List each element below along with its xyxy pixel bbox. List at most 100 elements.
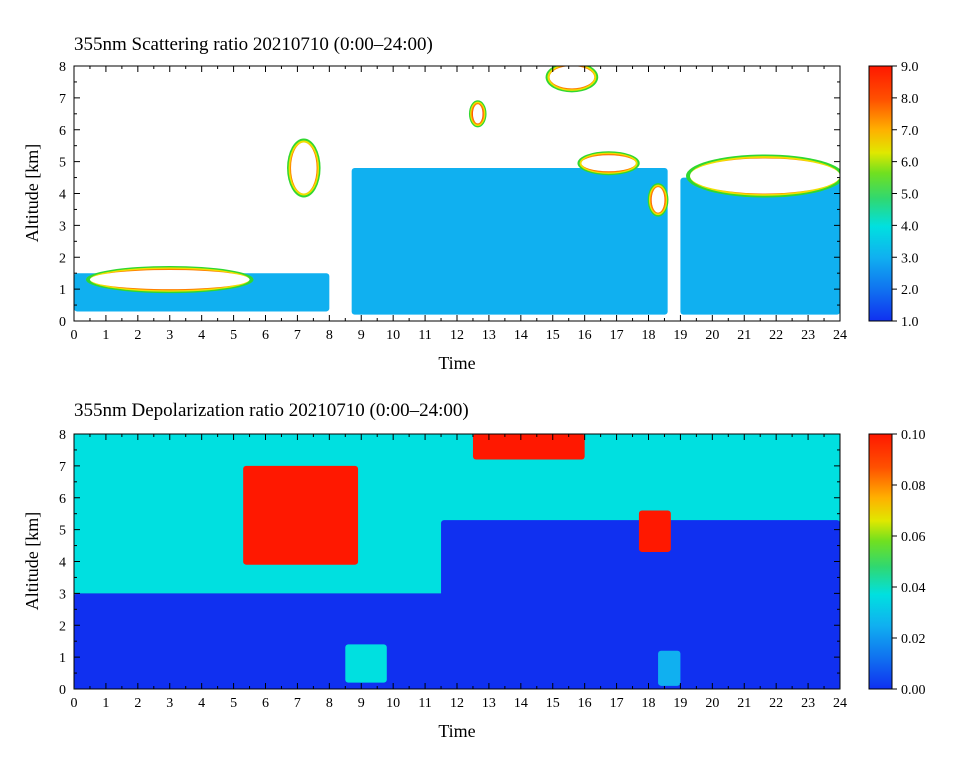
feature-high_depol [638, 510, 671, 552]
depolarization-heatmap [74, 434, 840, 689]
colorbar-tick-label: 0.00 [901, 683, 926, 698]
colorbar-tick-label: 4.0 [901, 219, 919, 234]
feature-cloud [689, 158, 840, 194]
colorbar-tick-label: 7.0 [901, 124, 919, 139]
x-tick-label: 17 [610, 696, 624, 711]
colorbar-tick-label: 8.0 [901, 92, 919, 107]
x-tick-label: 7 [294, 328, 301, 343]
colorbar-tick-label: 0.02 [901, 632, 926, 647]
scattering-heatmap [74, 66, 840, 321]
feature-cloud [651, 187, 665, 213]
x-tick-label: 19 [673, 696, 687, 711]
x-tick-label: 12 [450, 696, 464, 711]
x-tick-label: 1 [102, 696, 109, 711]
panel1-title: 355nm Scattering ratio 20210710 (0:00–24… [74, 34, 433, 55]
y-tick-label: 8 [59, 60, 66, 75]
x-tick-label: 21 [737, 696, 751, 711]
x-tick-label: 9 [358, 328, 365, 343]
y-tick-label: 8 [59, 428, 66, 443]
panel2-xlabel: Time [438, 721, 475, 741]
feature-cloud [581, 155, 636, 172]
feature-cloud [472, 104, 483, 124]
x-tick-label: 11 [418, 328, 431, 343]
colorbar-tick-label: 0.10 [901, 428, 926, 443]
x-tick-label: 5 [230, 696, 237, 711]
colorbar-tick-label: 3.0 [901, 251, 919, 266]
x-tick-label: 16 [578, 328, 592, 343]
feature-cloud [291, 142, 317, 194]
x-tick-label: 9 [358, 696, 365, 711]
x-tick-label: 3 [166, 696, 173, 711]
panel1-xlabel: Time [438, 353, 475, 373]
x-tick-label: 11 [418, 696, 431, 711]
x-tick-label: 16 [578, 696, 592, 711]
x-tick-label: 17 [610, 328, 624, 343]
y-tick-label: 0 [59, 315, 66, 330]
colorbar-tick-label: 0.04 [901, 581, 926, 596]
feature-low_depol_region [441, 520, 840, 689]
x-tick-label: 2 [134, 696, 141, 711]
colorbar-tick-label: 1.0 [901, 315, 919, 330]
colorbar-tick-label: 0.08 [901, 479, 926, 494]
y-tick-label: 4 [59, 188, 66, 203]
y-tick-label: 1 [59, 283, 66, 298]
x-tick-label: 13 [482, 696, 496, 711]
y-tick-label: 0 [59, 683, 66, 698]
x-tick-label: 13 [482, 328, 496, 343]
x-tick-label: 21 [737, 328, 751, 343]
y-tick-label: 3 [59, 587, 66, 602]
panel1-ylabel: Altitude [km] [22, 144, 42, 242]
x-tick-label: 15 [546, 328, 560, 343]
x-tick-label: 19 [673, 328, 687, 343]
x-tick-label: 4 [198, 696, 205, 711]
colorbar-tick-label: 0.06 [901, 530, 926, 545]
feature-aerosol_layer [351, 168, 668, 315]
y-tick-label: 5 [59, 524, 66, 539]
panel1-colorbar-ticks: 1.0 2.0 3.0 4.0 5.0 6.0 7.0 8.0 9.0 [892, 60, 919, 330]
x-tick-label: 7 [294, 696, 301, 711]
colorbar-tick-label: 2.0 [901, 283, 919, 298]
feature-high_depol [472, 434, 585, 460]
x-tick-label: 23 [801, 696, 815, 711]
x-tick-label: 15 [546, 696, 560, 711]
x-tick-label: 18 [642, 328, 656, 343]
x-tick-label: 6 [262, 696, 269, 711]
x-tick-label: 20 [705, 696, 719, 711]
x-tick-label: 10 [386, 328, 400, 343]
x-tick-label: 4 [198, 328, 205, 343]
x-tick-label: 14 [514, 696, 528, 711]
y-tick-label: 2 [59, 251, 66, 266]
x-tick-label: 14 [514, 328, 528, 343]
y-tick-label: 2 [59, 619, 66, 634]
feature-elevated_near_surface [345, 644, 387, 683]
x-tick-label: 5 [230, 328, 237, 343]
colorbar-tick-label: 6.0 [901, 156, 919, 171]
x-tick-label: 10 [386, 696, 400, 711]
panel2-ylabel: Altitude [km] [22, 512, 42, 610]
panel2-colorbar [868, 433, 893, 690]
panel2-colorbar-ticks: 0.00 0.02 0.04 0.06 0.08 0.10 [892, 428, 926, 698]
panel1-colorbar [868, 65, 893, 322]
x-tick-label: 0 [71, 696, 78, 711]
feature-cloud [549, 66, 595, 89]
x-tick-label: 18 [642, 696, 656, 711]
x-tick-label: 22 [769, 328, 783, 343]
depolarization-ratio-panel: 355nm Depolarization ratio 20210710 (0:0… [22, 400, 926, 741]
y-tick-label: 4 [59, 556, 66, 571]
y-tick-label: 3 [59, 219, 66, 234]
panel2-title: 355nm Depolarization ratio 20210710 (0:0… [74, 400, 469, 421]
y-tick-label: 5 [59, 156, 66, 171]
x-tick-label: 6 [262, 328, 269, 343]
feature-elevated_near_surface [658, 650, 681, 686]
x-tick-label: 12 [450, 328, 464, 343]
x-tick-label: 22 [769, 696, 783, 711]
x-tick-label: 8 [326, 328, 333, 343]
feature-aerosol_layer [680, 177, 840, 315]
y-tick-label: 6 [59, 492, 66, 507]
x-tick-label: 24 [833, 328, 847, 343]
panel2-ticks: 0 1 2 3 4 5 6 7 8 9 10 11 12 13 14 15 16 17 18 19 20 21 22 23 24… [59, 428, 847, 711]
x-tick-label: 0 [71, 328, 78, 343]
y-tick-label: 7 [59, 460, 66, 475]
